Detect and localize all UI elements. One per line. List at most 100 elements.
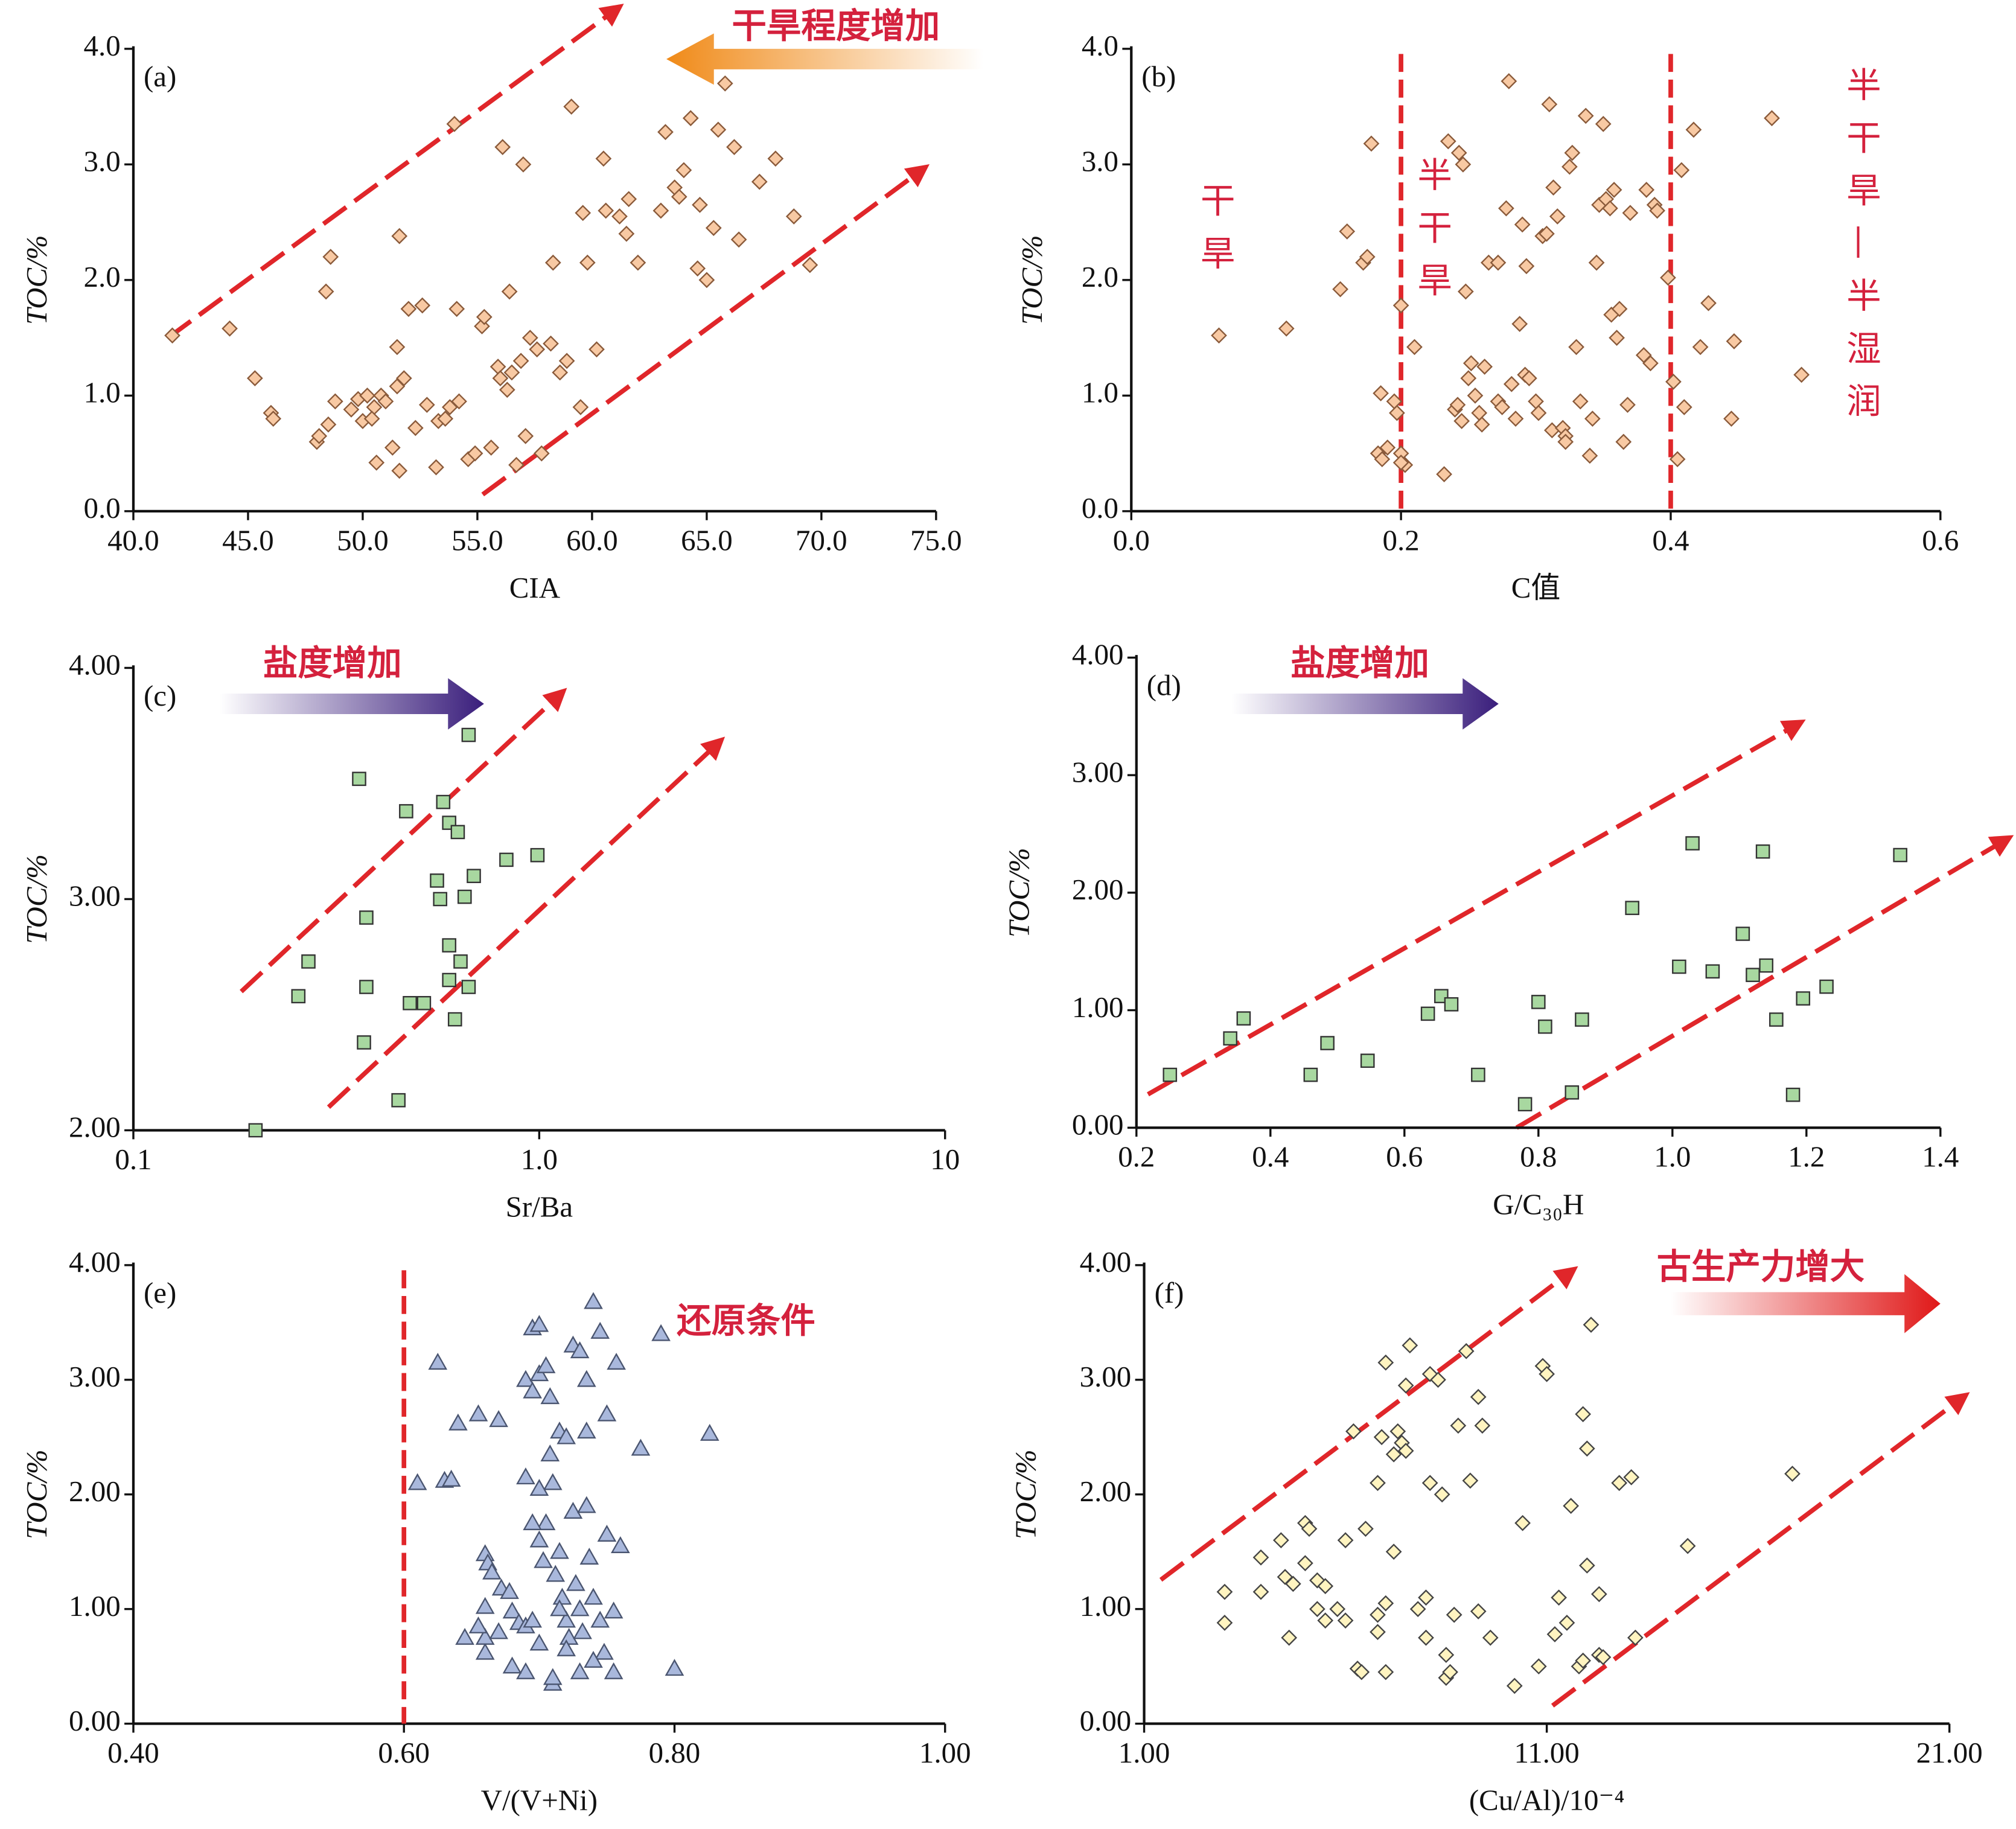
x-axis-label: C值 (1511, 571, 1561, 604)
point (529, 1479, 549, 1496)
point (1211, 327, 1227, 344)
point (1455, 156, 1472, 173)
point (1672, 959, 1686, 974)
panel-label: (d) (1147, 669, 1181, 702)
point (377, 393, 394, 410)
point (499, 852, 514, 867)
point (536, 1513, 556, 1530)
annotation: 半干旱—半湿润 (1840, 67, 1881, 436)
point (492, 370, 509, 386)
point (442, 972, 456, 988)
point (1530, 1658, 1547, 1674)
x-tick-label: 75.0 (910, 523, 962, 557)
point (357, 1035, 371, 1050)
point (546, 1565, 566, 1582)
point (1568, 339, 1584, 356)
point (559, 1627, 579, 1645)
point (403, 996, 417, 1010)
point (1377, 1595, 1394, 1612)
point (1385, 1446, 1402, 1463)
trend-arrow (1551, 1392, 1970, 1708)
point (1392, 455, 1409, 471)
point (1281, 1629, 1298, 1646)
point (1793, 366, 1810, 383)
point (489, 1410, 508, 1428)
point (446, 115, 463, 132)
point (416, 996, 432, 1010)
point (1277, 1569, 1293, 1585)
point (584, 1650, 603, 1668)
annotation: 干旱 (1195, 182, 1235, 287)
point (785, 208, 802, 225)
point (515, 156, 532, 173)
trend-arrow (240, 688, 567, 994)
point (1543, 422, 1560, 439)
point (1538, 1019, 1552, 1034)
x-axis-label: V/(V+Ni) (481, 1784, 598, 1817)
point (476, 308, 493, 325)
point (1501, 73, 1517, 89)
y-tick-label: 4.00 (1080, 1245, 1132, 1278)
point (461, 727, 476, 742)
point (311, 428, 328, 444)
point (1498, 200, 1514, 217)
y-tick-label: 4.0 (84, 29, 121, 62)
point (1457, 283, 1474, 300)
point (1623, 1469, 1640, 1486)
point (726, 139, 742, 155)
point (1541, 96, 1558, 113)
point (529, 1315, 549, 1332)
point (1546, 1626, 1563, 1642)
point (1320, 1036, 1335, 1050)
point (1619, 397, 1636, 413)
point (705, 220, 722, 237)
point (414, 297, 431, 314)
trend-arrow (167, 4, 624, 340)
point (453, 954, 468, 969)
point (1575, 1012, 1589, 1027)
point (407, 420, 424, 436)
point (529, 341, 546, 358)
point (1373, 385, 1389, 401)
point (483, 439, 500, 456)
point (529, 1633, 549, 1651)
point (1389, 404, 1405, 421)
point (407, 1473, 427, 1490)
x-tick-label: 0.60 (378, 1736, 430, 1769)
point (802, 257, 818, 273)
point (689, 260, 706, 277)
x-tick-label: 10 (930, 1143, 960, 1176)
point (604, 1662, 624, 1679)
point (533, 445, 550, 462)
point (1374, 451, 1391, 468)
x-axis-label: Sr/Ba (506, 1190, 573, 1224)
point (1700, 295, 1717, 311)
point (552, 364, 569, 381)
point (1514, 1515, 1531, 1531)
point (516, 1467, 535, 1485)
point (1345, 1423, 1362, 1440)
point (512, 353, 529, 369)
point (1521, 370, 1537, 386)
point (1272, 1532, 1289, 1549)
point (222, 320, 238, 337)
annotation: 盐度增加 (263, 643, 402, 683)
point (1317, 1578, 1334, 1594)
point (1685, 836, 1700, 851)
panel-label: (c) (144, 679, 176, 712)
x-tick-label: 45.0 (222, 523, 274, 557)
gradient-arrow (1670, 1274, 1941, 1333)
point (467, 445, 483, 462)
point (391, 1093, 406, 1108)
point (1216, 1615, 1233, 1631)
point (590, 1610, 610, 1628)
point (1638, 182, 1655, 198)
x-tick-label: 40.0 (107, 523, 159, 557)
point (418, 397, 435, 413)
point (517, 428, 534, 444)
y-tick-label: 2.0 (84, 260, 121, 293)
point (516, 1370, 535, 1387)
point (575, 205, 592, 222)
x-axis-label: CIA (509, 571, 560, 604)
point (1474, 1417, 1491, 1434)
